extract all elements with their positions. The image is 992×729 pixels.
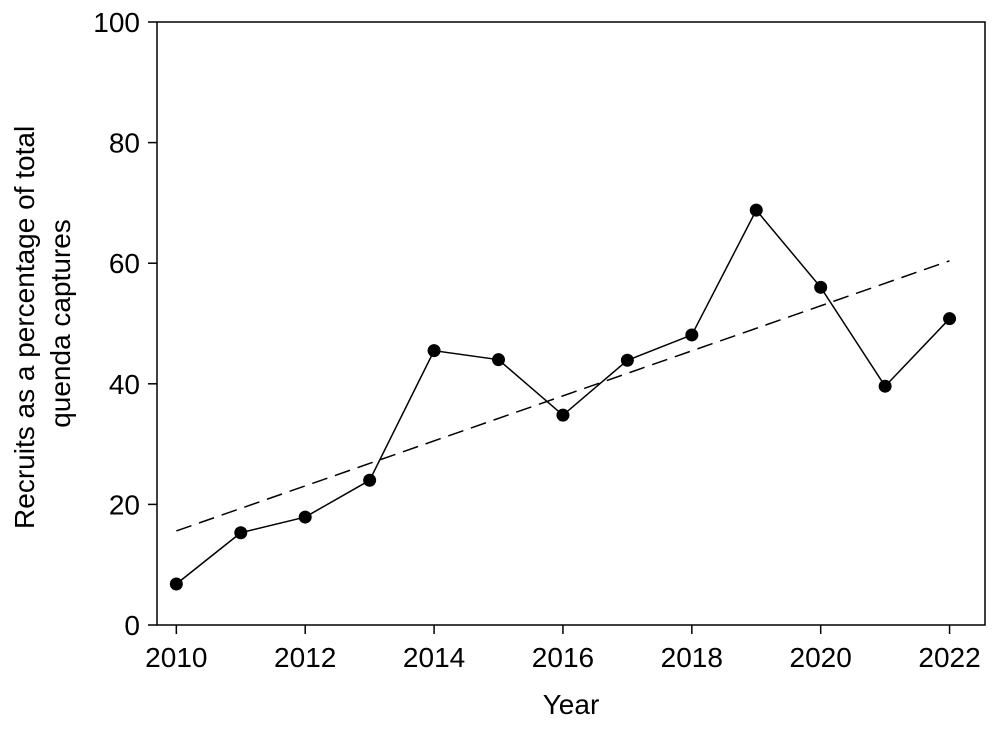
data-point [620, 353, 634, 367]
data-point [298, 510, 312, 524]
series-layer [169, 203, 957, 591]
data-point [878, 379, 892, 393]
x-tick-label: 2020 [790, 642, 852, 673]
data-point [169, 577, 183, 591]
data-point [814, 280, 828, 294]
y-tick-label: 0 [124, 610, 140, 641]
y-tick-label: 100 [93, 7, 140, 38]
x-tick-label: 2018 [661, 642, 723, 673]
x-tick-label: 2012 [274, 642, 336, 673]
y-tick-label: 60 [109, 248, 140, 279]
y-tick-label: 40 [109, 369, 140, 400]
data-point [234, 526, 248, 540]
data-point [943, 312, 957, 326]
y-axis-title: Recruits as a percentage of total quenda… [9, 118, 76, 529]
y-tick-label: 80 [109, 128, 140, 159]
data-point [749, 203, 763, 217]
y-tick-label: 20 [109, 489, 140, 520]
plot-border [156, 21, 986, 626]
x-axis: 2010 2012 2014 2016 2018 2020 2022 [145, 625, 981, 673]
series-line [175, 208, 951, 585]
data-point [363, 473, 377, 487]
x-axis-title: Year [543, 689, 600, 720]
trendline [176, 260, 950, 532]
plot-area [156, 21, 986, 626]
x-tick-label: 2010 [145, 642, 207, 673]
data-point [427, 344, 441, 358]
data-point [685, 328, 699, 342]
y-axis-title-line-1: Recruits as a percentage of total [9, 126, 40, 529]
data-point [492, 353, 506, 367]
data-point [556, 408, 570, 422]
y-axis-title-line-2: quenda captures [45, 219, 76, 428]
trendline-layer [176, 260, 950, 532]
y-axis: 0 20 40 60 80 100 [93, 7, 157, 641]
x-tick-label: 2014 [403, 642, 465, 673]
x-tick-label: 2022 [918, 642, 980, 673]
x-tick-label: 2016 [532, 642, 594, 673]
